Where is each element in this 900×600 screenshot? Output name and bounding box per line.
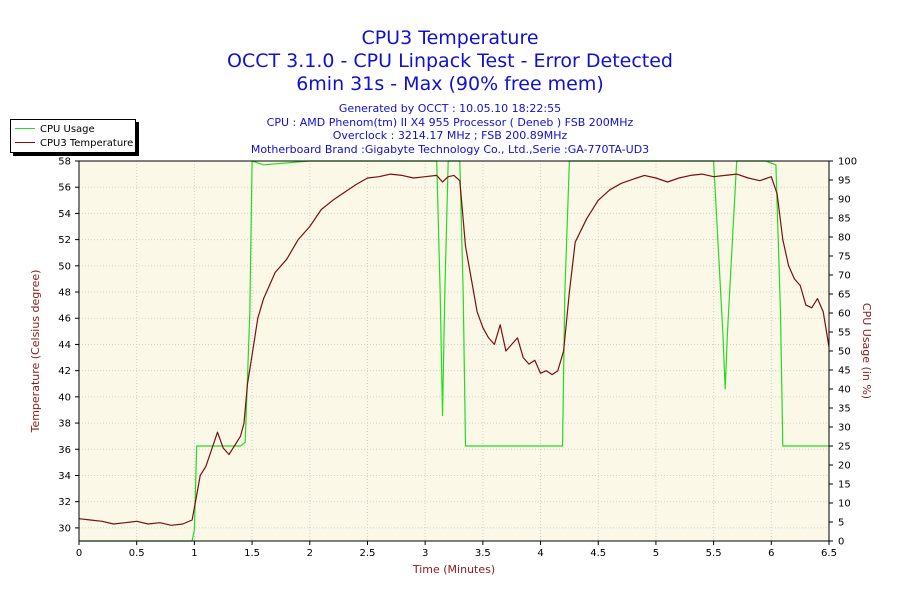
y-tick-label: 30	[58, 523, 71, 534]
y2-tick-label: 25	[838, 442, 851, 453]
y2-tick-label: 30	[838, 423, 851, 434]
y2-tick-label: 35	[838, 404, 851, 415]
x-tick-label: 0.5	[129, 548, 145, 559]
y2-tick-label: 50	[838, 347, 851, 358]
y2-tick-label: 40	[838, 385, 851, 396]
x-tick-label: 4.5	[590, 548, 606, 559]
legend-swatch-usage	[15, 127, 35, 129]
y-tick-label: 42	[58, 366, 71, 377]
chart-legend: CPU Usage CPU3 Temperature	[10, 119, 136, 153]
x-tick-label: 2	[307, 548, 313, 559]
chart-subtitle-duration: 6min 31s - Max (90% free mem)	[296, 73, 604, 95]
y2-tick-label: 5	[838, 518, 844, 529]
info-overclock: Overclock : 3214.17 MHz ; FSB 200.89MHz	[332, 129, 568, 142]
y2-tick-label: 70	[838, 271, 851, 282]
x-tick-label: 3	[422, 548, 428, 559]
y2-tick-label: 20	[838, 461, 851, 472]
y-tick-label: 40	[58, 392, 71, 403]
x-axis-label: Time (Minutes)	[412, 563, 495, 576]
y2-tick-label: 15	[838, 480, 851, 491]
y2-tick-label: 60	[838, 309, 851, 320]
system-info: Generated by OCCT : 10.05.10 18:22:55 CP…	[0, 102, 900, 156]
x-tick-label: 1.5	[244, 548, 260, 559]
y2-tick-label: 100	[838, 157, 857, 168]
y-tick-label: 54	[58, 209, 71, 220]
x-tick-label: 4	[537, 548, 543, 559]
legend-entry-usage: CPU Usage	[15, 123, 95, 136]
legend-label-temp: CPU3 Temperature	[40, 138, 134, 149]
y2-tick-label: 85	[838, 214, 851, 225]
series-line-cpu3-temperature	[78, 173, 830, 526]
y-tick-label: 36	[58, 445, 71, 456]
y-tick-label: 48	[58, 288, 71, 299]
info-motherboard: Motherboard Brand :Gigabyte Technology C…	[250, 142, 650, 156]
y-tick-label: 32	[58, 497, 71, 508]
x-tick-label: 1	[191, 548, 197, 559]
y-axis-label: Temperature (Celsius degree)	[29, 270, 42, 434]
info-cpu: CPU : AMD Phenom(tm) II X4 955 Processor…	[266, 115, 634, 129]
y-tick-label: 34	[58, 471, 71, 482]
legend-label-usage: CPU Usage	[40, 124, 95, 135]
x-tick-label: 3.5	[475, 548, 491, 559]
x-tick-label: 6	[768, 548, 774, 559]
y-tick-label: 52	[58, 235, 71, 246]
chart-title: CPU3 Temperature	[361, 27, 539, 49]
y-tick-label: 56	[58, 183, 71, 194]
legend-swatch-temp	[15, 141, 35, 143]
info-generated: Generated by OCCT : 10.05.10 18:22:55	[338, 102, 562, 115]
y2-tick-label: 10	[838, 499, 851, 510]
y2-tick-label: 95	[838, 176, 851, 187]
plot-area	[79, 161, 829, 541]
x-tick-label: 2.5	[360, 548, 376, 559]
y-tick-label: 44	[58, 340, 71, 351]
x-tick-label: 5	[653, 548, 659, 559]
x-tick-label: 0	[76, 548, 82, 559]
x-tick-label: 5.5	[706, 548, 722, 559]
y2-tick-label: 75	[838, 252, 851, 263]
y2-tick-label: 55	[838, 328, 851, 339]
chart-subtitle-test: OCCT 3.1.0 - CPU Linpack Test - Error De…	[227, 50, 673, 72]
y2-tick-label: 80	[838, 233, 851, 244]
x-tick-label: 6.5	[821, 548, 837, 559]
y2-tick-label: 90	[838, 195, 851, 206]
y2-axis-label: CPU Usage (in %)	[860, 303, 873, 399]
y2-tick-label: 45	[838, 366, 851, 377]
y-tick-label: 58	[58, 157, 71, 168]
y-tick-label: 50	[58, 261, 71, 272]
y2-tick-label: 65	[838, 290, 851, 301]
y2-tick-label: 0	[838, 537, 844, 548]
legend-entry-temp: CPU3 Temperature	[15, 137, 133, 150]
y-tick-label: 38	[58, 419, 71, 430]
y-tick-label: 46	[58, 314, 71, 325]
